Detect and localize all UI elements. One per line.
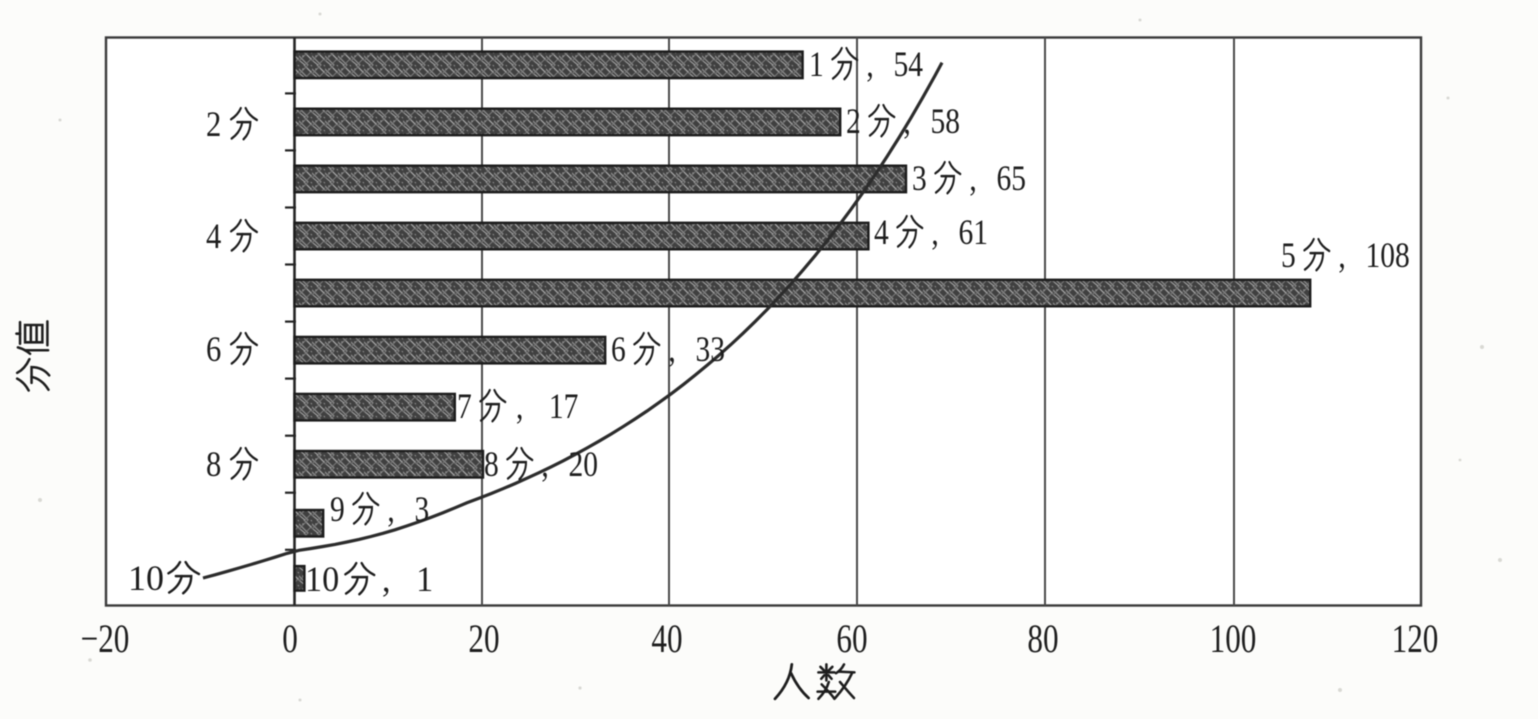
svg-text:3: 3 (912, 159, 927, 198)
svg-text:,: , (969, 159, 976, 198)
svg-text:6: 6 (611, 330, 626, 369)
svg-text:4: 4 (874, 213, 889, 252)
svg-text:5: 5 (1281, 236, 1296, 275)
svg-text:,: , (541, 445, 548, 484)
svg-text:,: , (668, 330, 675, 369)
svg-text:,: , (516, 387, 523, 426)
svg-text:,: , (903, 102, 910, 141)
svg-text:65: 65 (996, 159, 1026, 198)
svg-text:20: 20 (568, 445, 598, 484)
svg-text:7: 7 (457, 387, 472, 426)
svg-text:0: 0 (282, 616, 298, 661)
svg-text:10: 10 (128, 558, 164, 598)
svg-text:,: , (387, 490, 394, 529)
svg-text:2: 2 (846, 102, 861, 141)
svg-text:80: 80 (1027, 616, 1058, 661)
svg-text:10: 10 (305, 559, 339, 599)
svg-text:8: 8 (484, 445, 499, 484)
svg-text:6: 6 (206, 330, 221, 370)
svg-text:1: 1 (809, 45, 824, 84)
svg-text:,: , (866, 45, 873, 84)
svg-text:3: 3 (414, 490, 429, 529)
svg-text:120: 120 (1392, 616, 1439, 661)
svg-text:9: 9 (330, 490, 345, 529)
svg-text:61: 61 (958, 213, 988, 252)
svg-text:,: , (931, 213, 938, 252)
svg-text:17: 17 (549, 387, 579, 426)
svg-text:−20: −20 (81, 616, 130, 661)
svg-text:108: 108 (1365, 236, 1409, 275)
svg-text:2: 2 (206, 105, 221, 145)
svg-text:,: , (1338, 236, 1345, 275)
svg-text:60: 60 (836, 616, 867, 661)
svg-text:8: 8 (206, 445, 221, 485)
svg-text:1: 1 (416, 559, 433, 599)
svg-text:100: 100 (1210, 616, 1257, 661)
svg-text:54: 54 (893, 45, 923, 84)
svg-text:,: , (382, 559, 391, 599)
svg-text:40: 40 (651, 616, 682, 661)
svg-text:4: 4 (206, 217, 222, 257)
svg-text:33: 33 (695, 330, 725, 369)
svg-text:20: 20 (468, 616, 499, 661)
svg-text:58: 58 (930, 102, 960, 141)
